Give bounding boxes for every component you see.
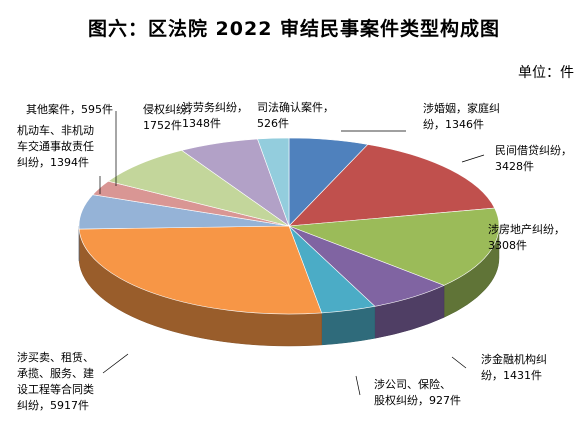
pie-slice-2 xyxy=(288,207,500,286)
slice-label-2: 涉房地产纠纷， 3308件 xyxy=(488,222,565,252)
pie-slice-10 xyxy=(257,137,290,227)
slice-label-4: 涉公司、保险、股权纠纷，927件 xyxy=(374,377,461,407)
leader-line-5 xyxy=(102,353,129,374)
leader-line-4 xyxy=(355,375,361,396)
leader-line-3 xyxy=(451,356,467,369)
slice-label-8: 侵权纠纷， 1752件 xyxy=(143,103,198,132)
chart-title: 图六：区法院 2022 审结民事案件类型构成图 xyxy=(87,18,501,40)
slice-label-7: 其他案件，595件 xyxy=(26,102,113,116)
slice-label-3: 涉金融机构纠纷，1431件 xyxy=(481,352,547,382)
pie-slice-5 xyxy=(78,225,323,315)
slice-label-6: 机动车、非机动车交通事故责任纠纷，1394件 xyxy=(17,123,94,169)
slice-label-10: 司法确认案件， 526件 xyxy=(257,100,334,130)
leader-line-1 xyxy=(461,154,485,163)
slice-label-0: 涉婚姻，家庭纠纷，1346件 xyxy=(423,101,500,131)
pie-slice-8 xyxy=(107,150,290,227)
slice-label-9: 涉劳务纠纷， 1348件 xyxy=(182,100,248,130)
pie-slice-1 xyxy=(288,144,496,227)
slice-label-5: 涉买卖、租赁、承揽、服务、建设工程等合同类纠纷，5917件 xyxy=(17,350,94,412)
unit-label: 单位：件 xyxy=(518,65,574,81)
slice-label-1: 民间借贷纠纷， 3428件 xyxy=(495,143,572,173)
